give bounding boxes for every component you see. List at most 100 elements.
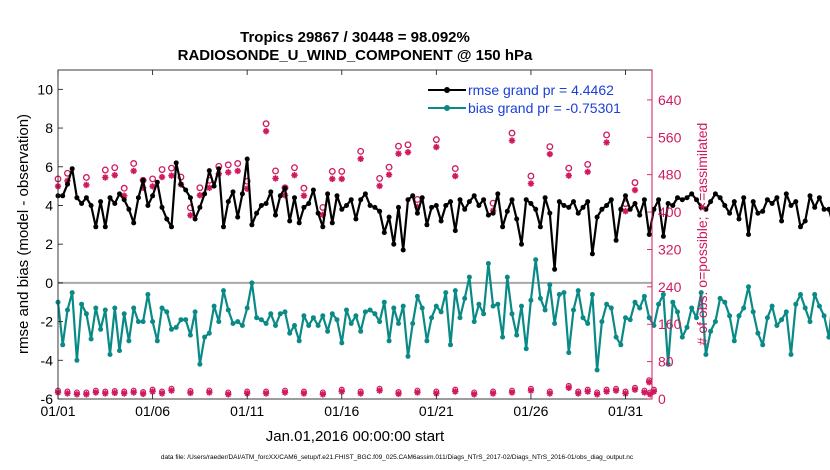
- obs-assimilated-marker-34-stroke-3: [452, 173, 459, 179]
- rmse-point-67: [372, 204, 378, 210]
- rmse-point-26: [178, 181, 184, 187]
- y-right-tick-label-3: 240: [658, 279, 682, 295]
- bias-point-1: [60, 342, 66, 348]
- bias-point-51: [296, 338, 302, 344]
- bias-point-119: [618, 342, 624, 348]
- bias-point-41: [249, 280, 255, 286]
- obs-possible-marker-40: [584, 160, 592, 168]
- bias-point-33: [211, 303, 217, 309]
- bias-point-5: [79, 301, 85, 307]
- rmse-point-132: [679, 197, 685, 203]
- bias-point-16: [131, 305, 137, 311]
- rmse-point-92: [490, 210, 496, 216]
- rmse-point-63: [353, 216, 359, 222]
- bias-point-146: [746, 284, 751, 290]
- rmse-point-62: [348, 197, 354, 203]
- rmse-point-58: [329, 220, 335, 226]
- bias-point-37: [230, 321, 236, 326]
- bias-point-121: [627, 317, 633, 323]
- bias-point-153: [779, 317, 785, 323]
- obs-possible-marker-39: [565, 164, 573, 172]
- y-left-tick-label-4: 2: [45, 236, 53, 252]
- bias-point-69: [381, 299, 387, 305]
- chart-title-line2: RADIOSONDE_U_WIND_COMPONENT @ 150 hPa: [178, 47, 533, 64]
- bias-point-35: [221, 288, 226, 294]
- bias-point-114: [594, 367, 600, 373]
- rmse-point-131: [675, 195, 680, 201]
- obs-assimilated-marker-43: [631, 186, 639, 194]
- obs-low-assimilated-marker-19: [300, 390, 308, 397]
- rmse-point-94: [500, 224, 506, 230]
- obs-assimilated-marker-31-stroke-3: [405, 149, 411, 156]
- bias-point-17: [135, 319, 141, 325]
- obs-low-assimilated-marker-38: [612, 387, 620, 394]
- obs-low-assimilated-marker-13: [187, 389, 194, 397]
- obs-assimilated-marker-8-stroke-3: [149, 183, 156, 190]
- obs-assimilated-marker-30: [395, 150, 402, 157]
- axis-layer: 01/01 01/06 01/11 01/16 01/21 01/26 01/31 -6 -4 -…: [37, 70, 682, 419]
- obs-possible-marker-43: [631, 179, 639, 187]
- bias-point-11: [107, 352, 113, 357]
- plot-area: [58, 70, 652, 399]
- rmse-point-103: [542, 195, 548, 201]
- obs-assimilated-marker-42-stroke-3: [622, 208, 629, 214]
- bias-point-85: [457, 315, 463, 321]
- bias-point-137: [703, 352, 709, 357]
- bias-point-131: [675, 309, 680, 315]
- rmse-point-37: [230, 189, 236, 195]
- rmse-point-54: [310, 187, 316, 193]
- bias-point-149: [760, 342, 766, 348]
- rmse-point-128: [660, 233, 666, 239]
- obs-low-assimilated-marker-4: [92, 389, 100, 396]
- rmse-point-113: [589, 251, 595, 257]
- bias-point-50: [292, 323, 297, 328]
- obs-assimilated-marker-27: [357, 155, 364, 162]
- x-tick-label-6: 01/31: [608, 403, 643, 419]
- obs-low-assimilated-marker-42-stroke-3: [646, 379, 652, 385]
- rmse-point-11: [107, 195, 113, 201]
- rmse-point-148: [755, 210, 761, 216]
- rmse-point-31: [202, 191, 208, 197]
- rmse-point-99: [523, 197, 529, 203]
- bias-point-100: [528, 297, 534, 303]
- bias-point-9: [98, 326, 104, 332]
- bias-point-99: [523, 346, 529, 352]
- obs-assimilated-marker-19: [262, 128, 270, 135]
- rmse-point-20: [150, 193, 156, 199]
- bias-point-52: [301, 313, 307, 319]
- rmse-point-156: [793, 199, 799, 205]
- obs-low-assimilated-marker-25: [414, 389, 421, 396]
- bias-point-60: [339, 340, 345, 346]
- obs-possible-marker-36: [508, 129, 516, 137]
- bias-point-2: [65, 307, 70, 313]
- rmse-point-149: [760, 208, 766, 214]
- rmse-point-6: [83, 195, 89, 201]
- obs-assimilated-marker-39: [565, 172, 572, 179]
- rmse-point-112: [585, 199, 591, 205]
- obs-low-assimilated-marker-34-stroke-3: [575, 390, 582, 397]
- rmse-point-4: [74, 195, 80, 201]
- bias-point-130: [670, 299, 676, 305]
- obs-assimilated-marker-9: [158, 173, 166, 181]
- rmse-point-40: [244, 156, 250, 162]
- legend-rmse-label: rmse grand pr = 4.4462: [468, 82, 614, 98]
- obs-assimilated-marker-33-stroke-3: [433, 144, 440, 150]
- bias-point-142: [727, 313, 733, 319]
- bias-point-22: [159, 305, 165, 311]
- rmse-point-49: [287, 218, 293, 224]
- obs-assimilated-marker-38-stroke-3: [547, 151, 553, 157]
- obs-low-assimilated-marker-35: [584, 388, 591, 395]
- rmse-point-36: [225, 199, 231, 205]
- bias-point-157: [798, 292, 803, 297]
- rmse-point-76: [414, 210, 420, 216]
- obs-low-assimilated-marker-35-stroke-3: [584, 388, 591, 395]
- obs-possible-marker-37: [527, 172, 535, 180]
- bias-point-124: [641, 293, 647, 299]
- observation-count-layer: [54, 120, 658, 398]
- obs-low-assimilated-marker-36: [593, 391, 601, 398]
- obs-possible-marker-13: [196, 184, 204, 192]
- rmse-point-48: [282, 185, 288, 191]
- bias-point-58: [329, 311, 335, 317]
- obs-low-assimilated-marker-30: [508, 389, 516, 396]
- obs-low-assimilated-marker-18-stroke-3: [282, 389, 288, 396]
